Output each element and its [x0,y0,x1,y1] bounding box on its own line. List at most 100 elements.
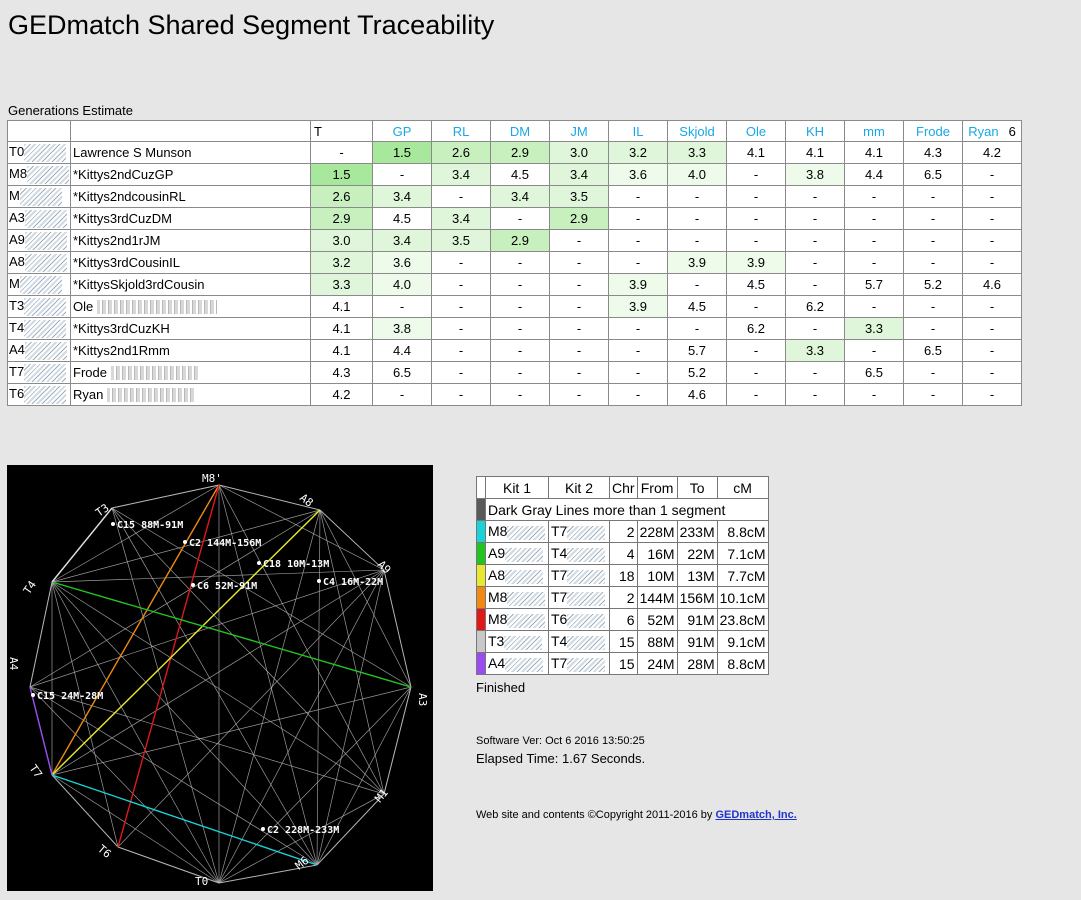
segment-kit2[interactable]: T4 [548,630,610,653]
segment-label: C15 88M-91M [117,520,183,531]
segment-header-chr: Chr [609,476,638,499]
generation-value: 4.2 [310,383,373,406]
segment-kit1[interactable]: T3 [485,630,549,653]
segment-kit1[interactable]: A4 [485,652,549,675]
kit-cell[interactable]: M [7,185,71,208]
generation-value: - [844,251,904,274]
segment-row: A4 T7 15 24M 28M 8.8cM [476,652,769,675]
graph-chord [29,686,220,884]
kit-cell[interactable]: A9 [7,229,71,252]
graph-chord [29,686,385,795]
name-cell: *Kittys3rdCuzDM [70,207,311,230]
generation-value: - [667,317,727,340]
redacted-kit-image [567,613,606,628]
kit-cell[interactable]: M8 [7,163,71,186]
segment-from: 10M [636,564,678,587]
generation-value: - [372,383,432,406]
generation-value: 5.2 [903,273,963,296]
generation-value: 4.4 [844,163,904,186]
segment-kit2[interactable]: T7 [548,586,610,609]
generation-value: - [490,295,550,318]
kit-number: A8 [9,253,25,269]
graph-chord [51,581,220,884]
graph-chord [316,686,412,866]
kit-cell[interactable]: T3 [7,295,71,318]
generation-value: - [372,163,432,186]
generation-value: 4.1 [844,141,904,164]
generation-value: 3.3 [785,339,845,362]
segment-to: 28M [676,652,718,675]
graph-chord [316,509,321,866]
page-title: GEDmatch Shared Segment Traceability [8,10,495,40]
generation-value: 3.3 [310,273,373,296]
kit-cell[interactable]: T6 [7,383,71,406]
kit-cell[interactable]: A3 [7,207,71,230]
graph-chord [29,569,385,688]
generations-estimate-label: Generations Estimate [8,103,134,118]
segment-kit2[interactable]: T7 [548,652,610,675]
segment-chr: 2 [609,520,638,543]
segment-from: 144M [636,586,678,609]
segment-to: 91M [676,630,718,653]
segment-kit1[interactable]: M8 [485,586,549,609]
graph-chord [51,509,321,583]
generation-value: - [844,383,904,406]
generation-value: - [726,383,786,406]
kit-cell[interactable]: A4 [7,339,71,362]
segment-kit1[interactable]: M8 [485,520,549,543]
copyright-text: Web site and contents ©Copyright 2011-20… [476,809,716,821]
graph-chord [29,581,53,688]
segment-chr: 4 [609,542,638,565]
segment-kit1[interactable]: A8 [485,564,549,587]
segment-kit2[interactable]: T7 [548,520,610,543]
segment-kit2[interactable]: T6 [548,608,610,631]
segment-to: 13M [676,564,718,587]
kit-cell[interactable]: T4 [7,317,71,340]
generations-row: M *Kittys2ndcousinRL 2.6 3.4-3.4 3.5- - - - - - - [7,185,1022,208]
redacted-kit-image [19,275,62,294]
kit-cell[interactable]: T0 [7,141,71,164]
gedmatch-link[interactable]: GEDmatch, Inc. [715,809,797,821]
generation-value: - [785,273,845,296]
graph-edge [383,569,412,688]
generation-value: - [726,229,786,252]
segment-from: 52M [636,608,678,631]
generations-row: T6 Ryan 4.2- - - - -4.6- - - - - [7,383,1022,406]
generation-value: - [490,207,550,230]
generation-value: - [962,251,1022,274]
generations-header-row: T GP RL DM JM IL Skjold Ole KH mm Frode Ryan 6 [7,120,1022,142]
segment-kit-code: T6 [551,611,568,628]
redacted-kit-image [567,591,606,606]
segment-kit1[interactable]: A9 [485,542,549,565]
graph-chord [51,686,412,776]
graph-chord [218,686,412,884]
segment-kit2[interactable]: T4 [548,542,610,565]
segment-chr: 15 [609,630,638,653]
segment-line [51,774,318,866]
generation-value: - [549,361,609,384]
generation-value: - [785,185,845,208]
segment-label: C2 228M-233M [267,825,339,836]
kit-number: T3 [9,297,25,313]
kit-cell[interactable]: A8 [7,251,71,274]
generation-value: - [785,229,845,252]
node-label-a8: A8 [297,491,315,509]
generation-value: 3.6 [608,163,668,186]
segment-kit2[interactable]: T7 [548,564,610,587]
segment-to: 156M [676,586,718,609]
kit-cell[interactable]: T7 [7,361,71,384]
generation-value: 4.1 [310,295,373,318]
generation-value: 3.4 [549,163,609,186]
generation-value: - [726,185,786,208]
generation-value: - [549,229,609,252]
node-label-t3: T3 [93,501,111,519]
redacted-kit-image [507,591,546,606]
column-header-label: KH [805,123,825,139]
generation-value: - [962,229,1022,252]
redacted-kit-image [567,547,606,562]
segment-from: 88M [636,630,678,653]
segment-kit1[interactable]: M8 [485,608,549,631]
kit-cell[interactable]: M [7,273,71,296]
segment-row: M8 T6 6 52M 91M 23.8cM [476,608,769,631]
